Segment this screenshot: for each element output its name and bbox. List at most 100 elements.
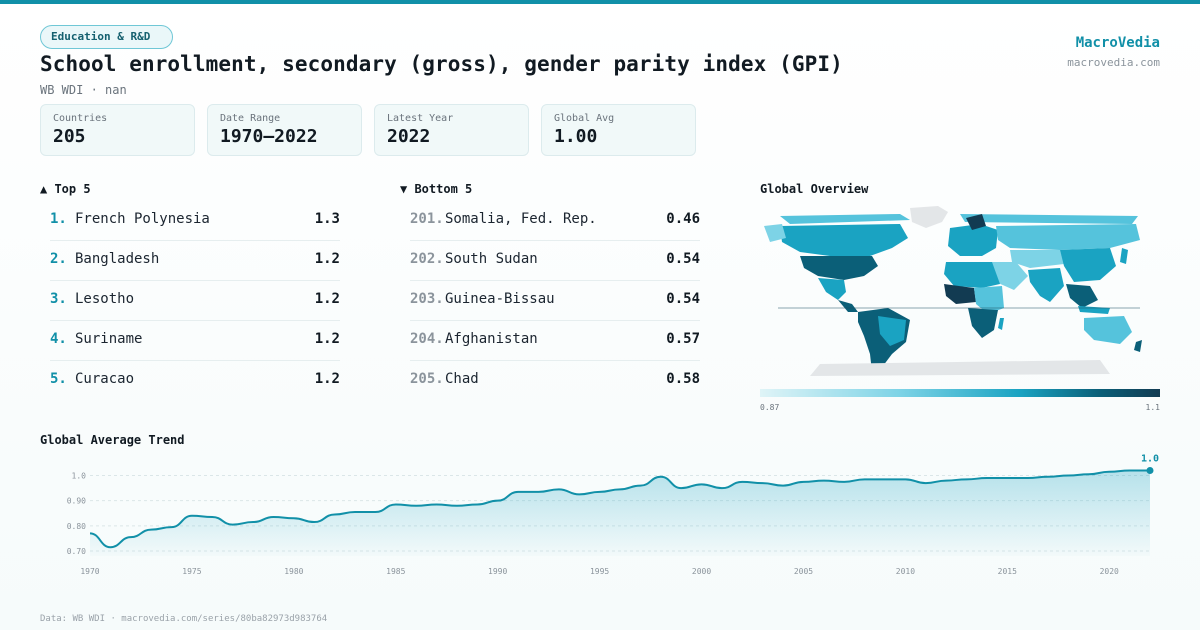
central-africa-shape: [974, 286, 1004, 314]
list-item[interactable]: 205. Chad 0.58: [410, 361, 700, 401]
trend-heading: Global Average Trend: [40, 433, 185, 447]
rank-number: 3.: [50, 291, 67, 307]
list-item[interactable]: 204. Afghanistan 0.57: [410, 321, 700, 361]
country-value: 0.57: [666, 331, 700, 347]
bottom5-list: 201. Somalia, Fed. Rep. 0.46 202. South …: [410, 201, 700, 401]
country-name: Chad: [445, 371, 479, 387]
rank-number: 2.: [50, 251, 67, 267]
southeast-asia-shape: [1066, 284, 1098, 308]
stat-label: Countries: [53, 113, 108, 124]
mexico-shape: [818, 278, 846, 300]
country-value: 0.58: [666, 371, 700, 387]
list-item[interactable]: 203. Guinea-Bissau 0.54: [410, 281, 700, 321]
rank-number: 1.: [50, 211, 67, 227]
top5-heading: ▲ Top 5: [40, 182, 91, 196]
country-value: 1.2: [314, 291, 340, 307]
x-tick-label: 1980: [284, 567, 303, 576]
stat-value: 2022: [387, 126, 431, 147]
list-item[interactable]: 3. Lesotho 1.2: [50, 281, 340, 321]
country-value: 1.2: [314, 371, 340, 387]
x-tick-label: 1985: [386, 567, 405, 576]
country-value: 0.54: [666, 291, 700, 307]
stat-label: Latest Year: [387, 113, 454, 124]
country-name: Bangladesh: [75, 251, 160, 267]
map-legend-gradient: [760, 389, 1160, 397]
stat-card-latest-year: Latest Year 2022: [374, 104, 529, 156]
stat-value: 205: [53, 126, 86, 147]
x-tick-label: 1990: [488, 567, 507, 576]
country-name: Suriname: [75, 331, 143, 347]
brand-url[interactable]: macrovedia.com: [1067, 56, 1160, 69]
north-russia-strip: [960, 214, 1138, 224]
y-tick-label: 1.0: [72, 472, 87, 481]
page-subtitle: WB WDI · nan: [40, 83, 127, 97]
trend-end-label: 1.0: [1141, 454, 1159, 465]
x-tick-label: 2015: [998, 567, 1017, 576]
central-america-shape: [838, 300, 858, 312]
rank-number: 203.: [410, 291, 444, 307]
list-item[interactable]: 201. Somalia, Fed. Rep. 0.46: [410, 201, 700, 241]
antarctica-shape: [810, 360, 1110, 376]
x-tick-label: 1975: [182, 567, 201, 576]
stat-label: Global Avg: [554, 113, 615, 124]
indonesia-shape: [1078, 306, 1110, 314]
europe-shape: [948, 224, 998, 256]
usa-shape: [800, 256, 878, 280]
trend-end-point[interactable]: [1146, 467, 1154, 475]
rank-number: 205.: [410, 371, 444, 387]
x-tick-label: 2010: [896, 567, 915, 576]
country-value: 0.54: [666, 251, 700, 267]
rank-number: 201.: [410, 211, 444, 227]
y-tick-label: 0.80: [67, 522, 86, 531]
rank-number: 5.: [50, 371, 67, 387]
country-name: Afghanistan: [445, 331, 538, 347]
australia-shape: [1084, 316, 1132, 344]
map-heading: Global Overview: [760, 182, 869, 196]
alaska-shape: [764, 224, 786, 242]
japan-shape: [1120, 248, 1128, 264]
trend-chart-svg: 0.70 0.80 0.90 1.0 1970 1975 1980 1985 1990 1995 2…: [67, 454, 1159, 576]
world-map-svg: [764, 206, 1142, 376]
stat-card-date-range: Date Range 1970–2022: [207, 104, 362, 156]
list-item[interactable]: 202. South Sudan 0.54: [410, 241, 700, 281]
category-badge[interactable]: Education & R&D: [40, 25, 174, 49]
top5-list: 1. French Polynesia 1.3 2. Bangladesh 1.…: [50, 201, 340, 401]
list-item[interactable]: 1. French Polynesia 1.3: [50, 201, 340, 241]
china-shape: [1060, 248, 1116, 282]
list-item[interactable]: 5. Curacao 1.2: [50, 361, 340, 401]
north-africa-shape: [944, 262, 1000, 288]
y-tick-label: 0.70: [67, 547, 86, 556]
x-tick-label: 2005: [794, 567, 813, 576]
brazil-shape: [878, 316, 906, 346]
scandinavia-shape: [966, 214, 986, 230]
country-name: South Sudan: [445, 251, 538, 267]
new-zealand-shape: [1134, 340, 1142, 352]
x-tick-label: 2000: [692, 567, 711, 576]
russia-shape: [996, 224, 1140, 250]
madagascar-shape: [998, 318, 1004, 330]
central-asia-shape: [1010, 250, 1064, 268]
list-item[interactable]: 2. Bangladesh 1.2: [50, 241, 340, 281]
south-asia-shape: [1028, 268, 1064, 302]
rank-number: 202.: [410, 251, 444, 267]
world-choropleth-map[interactable]: [760, 204, 1160, 380]
legend-min-label: 0.87: [760, 403, 780, 412]
stat-value: 1.00: [554, 126, 598, 147]
trend-chart[interactable]: 0.70 0.80 0.90 1.0 1970 1975 1980 1985 1990 1995 2…: [40, 448, 1160, 584]
country-name: Somalia, Fed. Rep.: [445, 211, 597, 227]
rank-number: 204.: [410, 331, 444, 347]
rank-number: 4.: [50, 331, 67, 347]
greenland-shape: [910, 206, 948, 228]
trend-area-fill: [90, 470, 1150, 556]
country-value: 1.2: [314, 251, 340, 267]
x-tick-label: 1970: [80, 567, 99, 576]
bottom5-heading: ▼ Bottom 5: [400, 182, 473, 196]
country-name: Guinea-Bissau: [445, 291, 555, 307]
trend-line: [89, 469, 1150, 549]
canada-shape: [780, 224, 908, 256]
top-accent-bar: [0, 0, 1200, 4]
west-africa-shape: [944, 284, 976, 304]
brand-name[interactable]: MacroVedia: [1075, 35, 1160, 51]
x-tick-label: 1995: [590, 567, 609, 576]
list-item[interactable]: 4. Suriname 1.2: [50, 321, 340, 361]
